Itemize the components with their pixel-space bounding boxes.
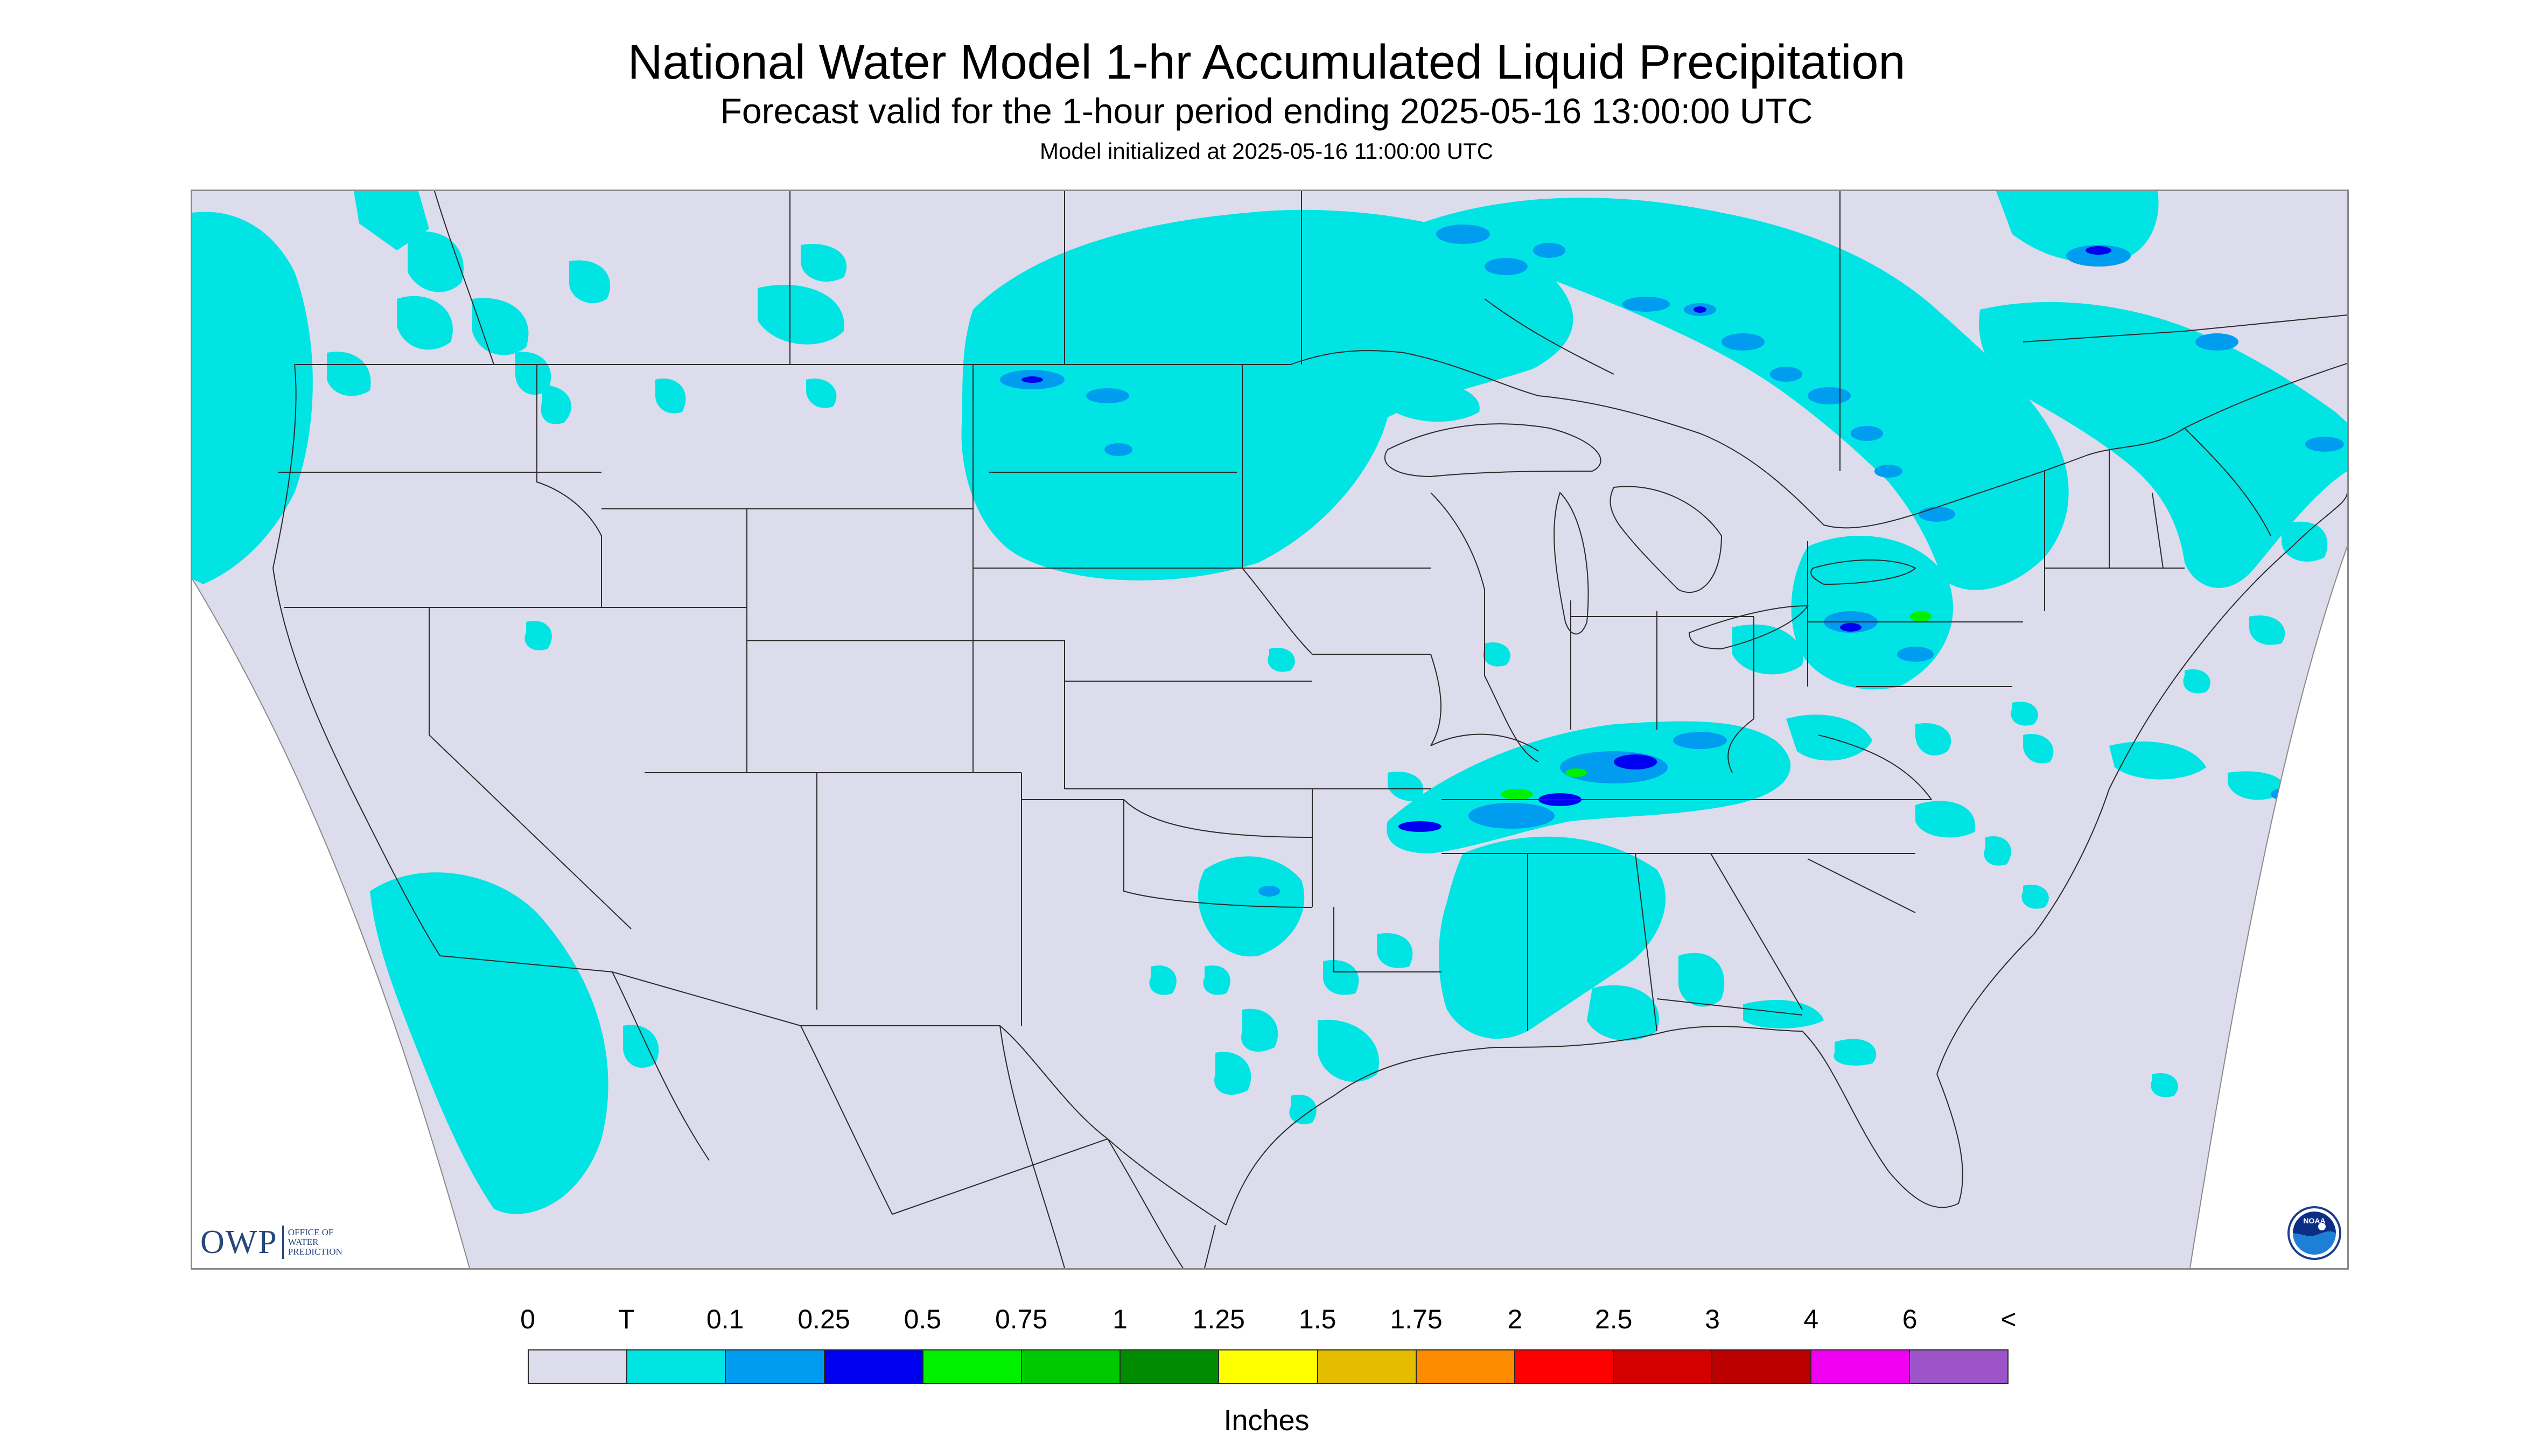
lake-superior bbox=[1384, 423, 1601, 478]
legend-labels: 0 T 0.1 0.25 0.5 0.75 1 1.25 1.5 1.75 2 2.5 3 4 6 < bbox=[0, 1303, 2533, 1341]
legend-swatch bbox=[1415, 1349, 1515, 1384]
precip-area-pacific-northwest bbox=[192, 212, 313, 584]
legend-label: T bbox=[618, 1304, 635, 1334]
map-outside-mask-right bbox=[2190, 547, 2347, 1268]
map-domain-outline bbox=[192, 546, 2347, 1268]
legend-label: 2.5 bbox=[1594, 1304, 1633, 1334]
legend-swatch bbox=[1317, 1349, 1416, 1384]
legend-label: 0 bbox=[520, 1304, 535, 1334]
legend-label: 2 bbox=[1507, 1304, 1523, 1334]
precip-area-great-lakes-canada bbox=[1420, 198, 2069, 590]
legend-label: 1 bbox=[1112, 1304, 1128, 1334]
owp-line-1: OFFICE OF bbox=[288, 1227, 334, 1237]
us-mexico-border bbox=[439, 955, 1227, 1226]
precip-area-sierra-baja bbox=[370, 872, 608, 1214]
legend-label: 0.75 bbox=[995, 1304, 1048, 1334]
legend-label: 1.25 bbox=[1192, 1304, 1245, 1334]
lake-huron bbox=[1610, 486, 1723, 593]
map-canvas bbox=[192, 191, 2347, 1268]
map-outside-mask-left bbox=[192, 579, 470, 1268]
legend-swatch bbox=[528, 1349, 627, 1384]
pacific-coastline bbox=[272, 364, 440, 956]
legend-units: Inches bbox=[1223, 1404, 1310, 1437]
owp-logo-text: OWP bbox=[200, 1223, 278, 1261]
state-boundaries bbox=[272, 191, 2347, 1268]
map-domain bbox=[192, 191, 2347, 1268]
gulf-coastline bbox=[1226, 1026, 1963, 1226]
legend-swatch bbox=[1613, 1349, 1712, 1384]
model-initialized-text: Model initialized at 2025-05-16 11:00:00… bbox=[1039, 138, 1494, 164]
legend-label: 6 bbox=[1902, 1304, 1918, 1334]
forecast-valid-subtitle: Forecast valid for the 1-hour period end… bbox=[720, 91, 1813, 131]
legend-swatch bbox=[823, 1349, 922, 1384]
legend-swatch bbox=[1514, 1349, 1613, 1384]
owp-logo-divider bbox=[282, 1226, 284, 1259]
legend-colorbar bbox=[528, 1349, 2009, 1384]
precip-heavy-areas bbox=[1501, 611, 1932, 800]
legend-swatch bbox=[922, 1349, 1021, 1384]
legend-swatch bbox=[626, 1349, 725, 1384]
owp-logo: OWP OFFICE OF WATER PREDICTION bbox=[200, 1223, 342, 1261]
us-canada-border bbox=[295, 350, 2347, 529]
legend-swatch bbox=[1810, 1349, 1909, 1384]
precip-moderate-areas bbox=[1021, 246, 2111, 832]
legend-swatch bbox=[1711, 1349, 1810, 1384]
owp-logo-subtext: OFFICE OF WATER PREDICTION bbox=[288, 1228, 342, 1257]
legend-label: 0.5 bbox=[904, 1304, 942, 1334]
legend-label: 0.1 bbox=[706, 1304, 744, 1334]
lake-erie bbox=[1688, 605, 1809, 650]
map-title: National Water Model 1-hr Accumulated Li… bbox=[627, 36, 1906, 89]
legend-swatch bbox=[1908, 1349, 2009, 1384]
lake-ontario bbox=[1810, 559, 1916, 585]
legend-label: 0.25 bbox=[797, 1304, 850, 1334]
legend-swatch bbox=[725, 1349, 824, 1384]
precip-area-northern-plains bbox=[961, 209, 1573, 580]
legend-swatch bbox=[1021, 1349, 1120, 1384]
lake-michigan bbox=[1554, 492, 1589, 635]
atlantic-coastline bbox=[1936, 492, 2347, 1075]
legend-swatch bbox=[1218, 1349, 1317, 1384]
noaa-text: NOAA bbox=[2303, 1216, 2325, 1225]
legend-swatch bbox=[1119, 1349, 1219, 1384]
legend-label: 4 bbox=[1803, 1304, 1819, 1334]
owp-line-3: PREDICTION bbox=[288, 1247, 342, 1257]
legend-label: 1.75 bbox=[1390, 1304, 1443, 1334]
precip-trace-areas bbox=[192, 191, 2347, 1214]
precip-area-northeast-canada bbox=[1979, 302, 2347, 589]
noaa-emblem-icon: NOAA bbox=[2287, 1206, 2341, 1260]
legend-label: < bbox=[2000, 1304, 2017, 1334]
legend-label: 3 bbox=[1705, 1304, 1720, 1334]
precipitation-map bbox=[191, 190, 2349, 1270]
precip-area-deep-south bbox=[1439, 836, 1666, 1039]
legend-label: 1.5 bbox=[1298, 1304, 1337, 1334]
owp-line-2: WATER bbox=[288, 1237, 319, 1247]
